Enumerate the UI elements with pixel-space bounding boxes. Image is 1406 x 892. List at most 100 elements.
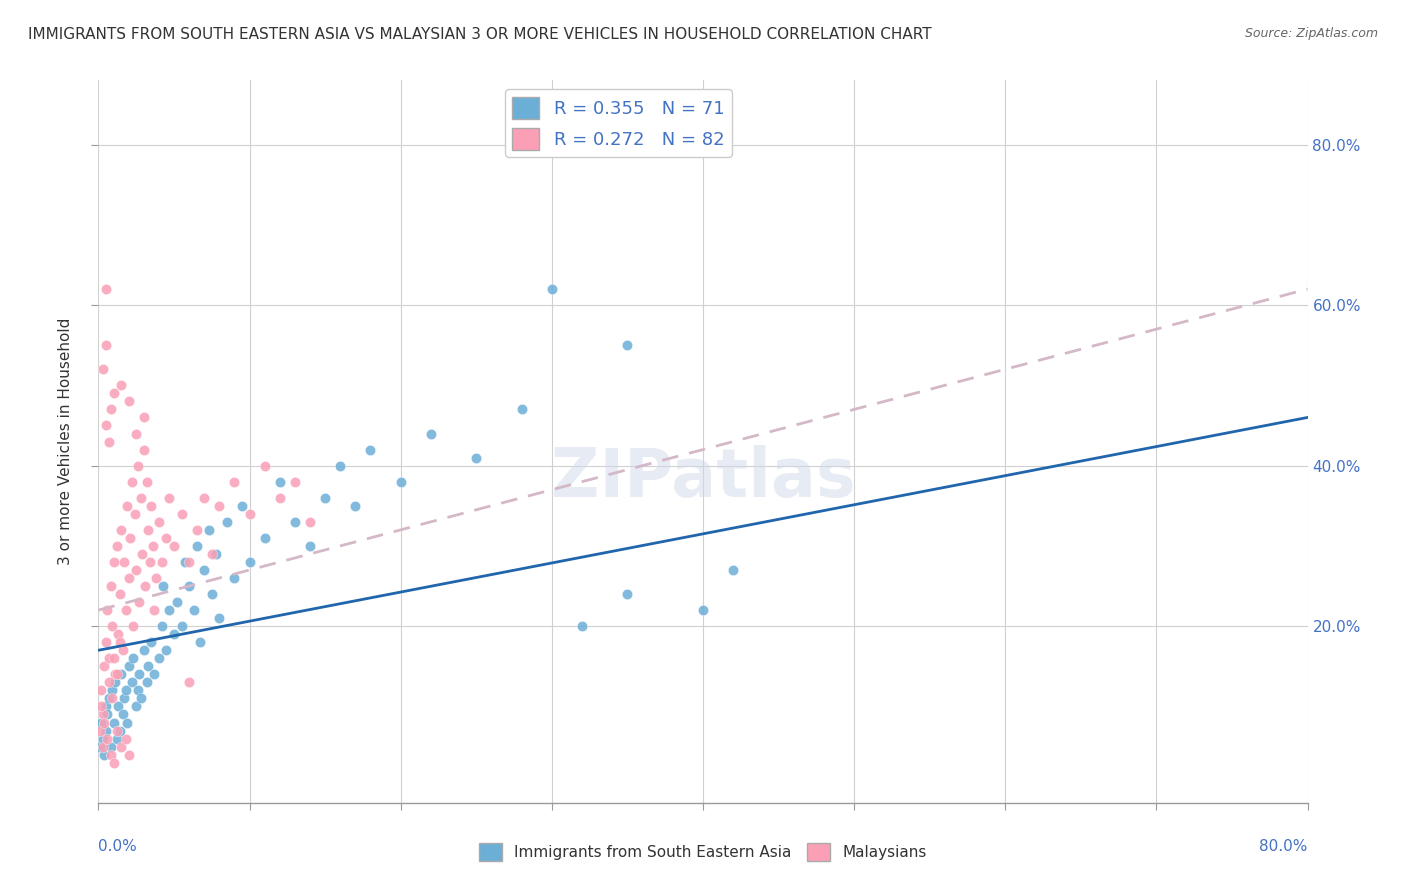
Point xyxy=(179,675,201,690)
Point xyxy=(98,691,121,706)
Point xyxy=(108,723,131,738)
Point xyxy=(129,691,152,706)
Point xyxy=(141,635,163,649)
Point xyxy=(239,507,262,521)
Point xyxy=(96,731,118,746)
Point xyxy=(105,723,128,738)
Point xyxy=(170,507,193,521)
Point xyxy=(105,667,128,681)
Point xyxy=(118,394,141,409)
Point xyxy=(104,667,127,681)
Point xyxy=(170,619,193,633)
Point xyxy=(94,635,117,649)
Y-axis label: 3 or more Vehicles in Household: 3 or more Vehicles in Household xyxy=(58,318,73,566)
Point xyxy=(105,539,128,553)
Point xyxy=(118,571,141,585)
Text: ZIPatlas: ZIPatlas xyxy=(551,445,855,510)
Point xyxy=(208,611,231,625)
Point xyxy=(125,699,148,714)
Point xyxy=(96,707,118,722)
Point xyxy=(231,499,253,513)
Point xyxy=(108,587,131,601)
Point xyxy=(110,523,132,537)
Point xyxy=(145,571,167,585)
Point xyxy=(616,338,638,352)
Point xyxy=(155,531,177,545)
Point xyxy=(124,507,146,521)
Point xyxy=(136,659,159,673)
Point xyxy=(197,523,219,537)
Point xyxy=(103,555,125,569)
Point xyxy=(111,643,134,657)
Point xyxy=(127,458,149,473)
Point xyxy=(103,386,125,401)
Point xyxy=(89,739,111,754)
Point xyxy=(193,563,215,577)
Point xyxy=(93,715,115,730)
Point xyxy=(104,675,127,690)
Point xyxy=(125,426,148,441)
Point xyxy=(131,547,153,561)
Point xyxy=(142,539,165,553)
Point xyxy=(120,531,142,545)
Point xyxy=(159,491,181,505)
Point xyxy=(118,659,141,673)
Point xyxy=(94,723,117,738)
Point xyxy=(89,723,111,738)
Point xyxy=(118,747,141,762)
Point xyxy=(141,499,163,513)
Text: IMMIGRANTS FROM SOUTH EASTERN ASIA VS MALAYSIAN 3 OR MORE VEHICLES IN HOUSEHOLD : IMMIGRANTS FROM SOUTH EASTERN ASIA VS MA… xyxy=(28,27,932,42)
Point xyxy=(616,587,638,601)
Point xyxy=(110,378,132,392)
Point xyxy=(107,699,129,714)
Point xyxy=(201,587,224,601)
Point xyxy=(389,475,412,489)
Point xyxy=(253,531,276,545)
Point xyxy=(173,555,195,569)
Point xyxy=(128,667,150,681)
Point xyxy=(91,731,114,746)
Point xyxy=(101,619,124,633)
Point xyxy=(94,338,117,352)
Point xyxy=(188,635,211,649)
Text: Source: ZipAtlas.com: Source: ZipAtlas.com xyxy=(1244,27,1378,40)
Point xyxy=(360,442,382,457)
Point xyxy=(98,434,121,449)
Point xyxy=(540,282,562,296)
Point xyxy=(269,475,291,489)
Point xyxy=(155,643,177,657)
Point xyxy=(101,691,124,706)
Point xyxy=(125,563,148,577)
Point xyxy=(98,651,121,665)
Point xyxy=(94,699,117,714)
Point xyxy=(723,563,745,577)
Point xyxy=(103,651,125,665)
Point xyxy=(135,675,157,690)
Point xyxy=(150,619,173,633)
Point xyxy=(91,362,114,376)
Point xyxy=(143,603,166,617)
Point xyxy=(103,756,125,770)
Point xyxy=(90,683,112,698)
Point xyxy=(571,619,593,633)
Point xyxy=(159,603,181,617)
Point xyxy=(186,523,208,537)
Point xyxy=(148,651,170,665)
Point xyxy=(100,739,122,754)
Point xyxy=(91,739,114,754)
Point xyxy=(93,659,115,673)
Point xyxy=(465,450,488,465)
Point xyxy=(112,691,135,706)
Point xyxy=(163,627,186,641)
Text: 80.0%: 80.0% xyxy=(1260,838,1308,854)
Point xyxy=(201,547,224,561)
Point xyxy=(136,523,159,537)
Point xyxy=(96,603,118,617)
Point xyxy=(94,418,117,433)
Point xyxy=(101,683,124,698)
Point xyxy=(269,491,291,505)
Point xyxy=(299,539,322,553)
Point xyxy=(122,651,145,665)
Point xyxy=(127,683,149,698)
Point xyxy=(98,675,121,690)
